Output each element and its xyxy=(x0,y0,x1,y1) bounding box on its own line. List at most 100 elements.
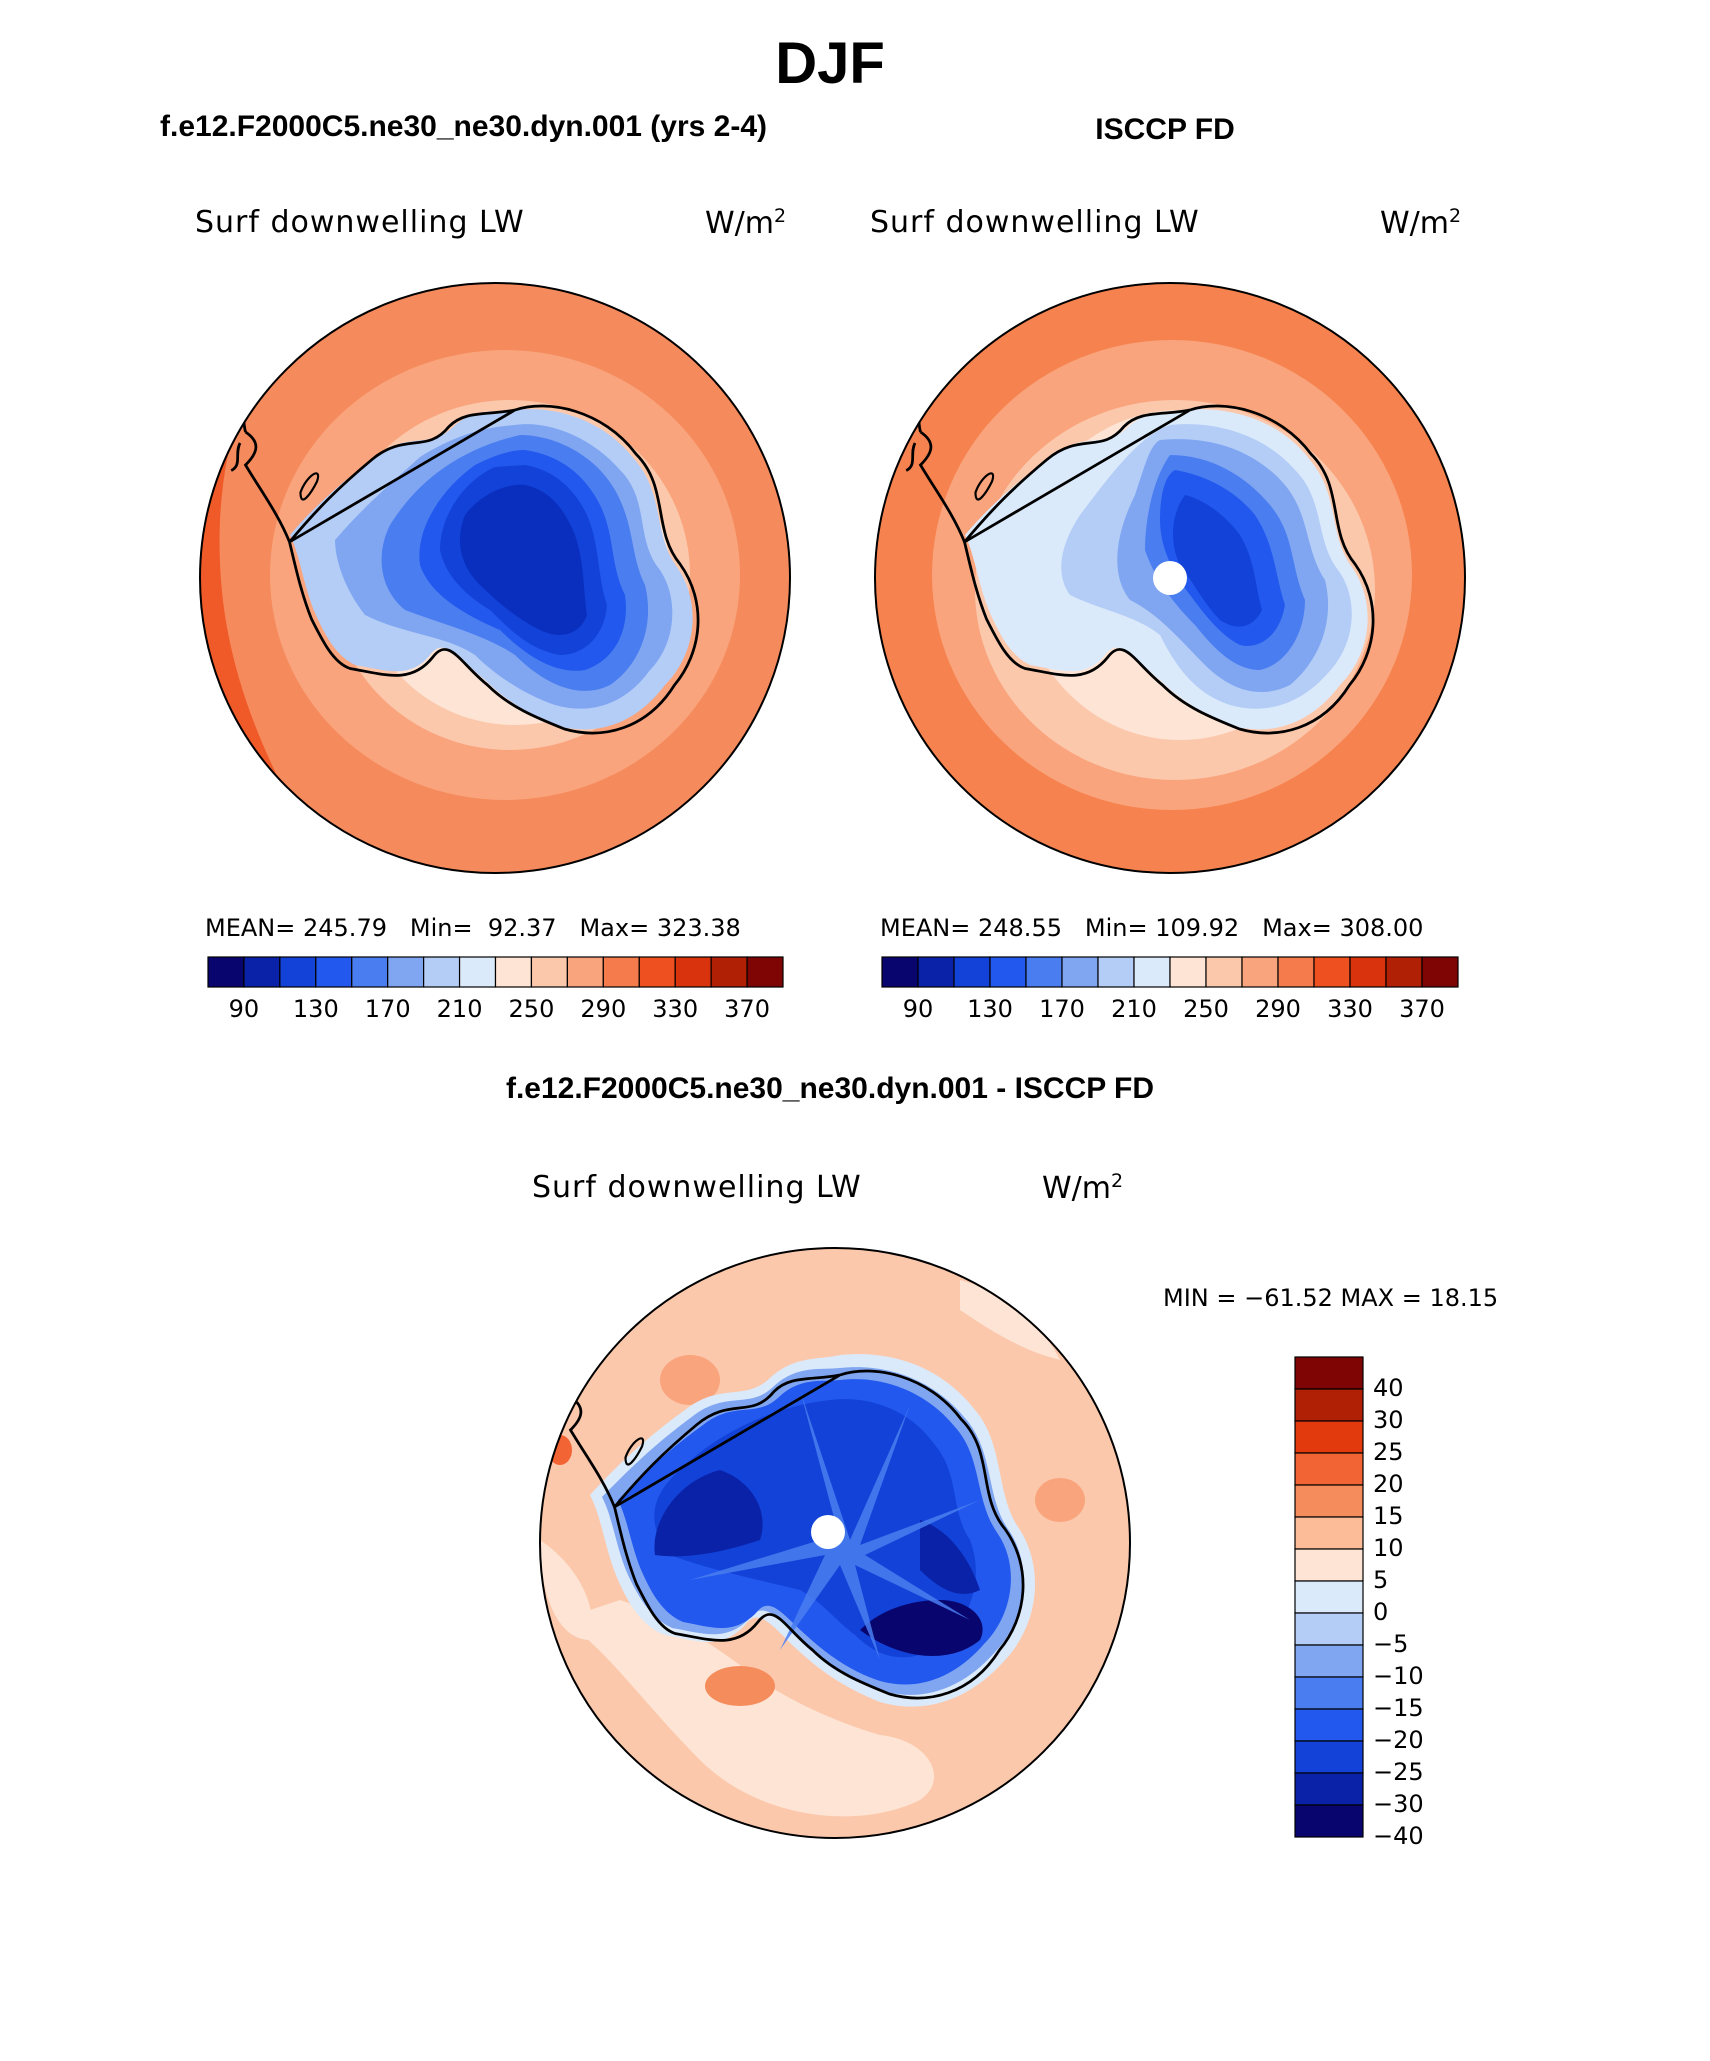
diff-colorbar-swatch xyxy=(1294,1580,1364,1614)
diff-field-label: Surf downwelling LW xyxy=(532,1170,862,1205)
obs-units: W/m2 xyxy=(1380,205,1462,241)
diff-colorbar-swatch xyxy=(1294,1740,1364,1774)
model-colorbar-tick-label: 290 xyxy=(580,995,627,1023)
model-colorbar-tick-label: 170 xyxy=(364,995,411,1023)
obs-map-border xyxy=(874,282,1466,874)
diff-colorbar-swatch xyxy=(1294,1420,1364,1454)
model-colorbar-swatch xyxy=(566,956,604,988)
diff-colorbar-tick-label: 0 xyxy=(1373,1598,1389,1626)
obs-colorbar-swatch xyxy=(1097,956,1135,988)
diff-colorbar-swatch xyxy=(1294,1484,1364,1518)
diff-map xyxy=(540,1248,1130,1838)
diff-colorbar-tick-label: 15 xyxy=(1373,1502,1404,1530)
model-colorbar-swatch xyxy=(207,956,245,988)
obs-colorbar-swatch xyxy=(1061,956,1099,988)
obs-map xyxy=(875,283,1465,873)
diff-colorbar-swatch xyxy=(1294,1804,1364,1838)
obs-field-label: Surf downwelling LW xyxy=(870,205,1200,240)
model-colorbar-swatch xyxy=(494,956,533,988)
obs-colorbar-swatch xyxy=(989,956,1027,988)
diff-map-border xyxy=(539,1247,1131,1839)
model-colorbar-swatch xyxy=(710,956,748,988)
diff-colorbar-tick-label: 40 xyxy=(1373,1374,1404,1402)
diff-colorbar-swatch xyxy=(1294,1548,1364,1582)
diff-colorbar-swatch xyxy=(1294,1388,1364,1422)
diff-colorbar-swatch xyxy=(1294,1708,1364,1742)
obs-colorbar-swatch xyxy=(1205,956,1243,988)
diff-colorbar-tick-label: 25 xyxy=(1373,1438,1404,1466)
model-colorbar-swatch xyxy=(674,956,712,988)
obs-colorbar-tick-label: 330 xyxy=(1327,995,1373,1023)
diff-colorbar-tick-label: −25 xyxy=(1373,1758,1424,1786)
obs-colorbar-swatch xyxy=(1349,956,1387,988)
model-colorbar-swatch xyxy=(746,956,784,988)
obs-colorbar-swatch xyxy=(881,956,919,988)
model-colorbar-swatch xyxy=(458,956,497,988)
model-case-title: f.e12.F2000C5.ne30_ne30.dyn.001 (yrs 2-4… xyxy=(160,110,768,143)
model-units: W/m2 xyxy=(705,205,787,241)
diff-colorbar-tick-label: 10 xyxy=(1373,1534,1404,1562)
model-colorbar-tick-label: 250 xyxy=(508,995,555,1023)
model-colorbar-swatch xyxy=(315,956,353,988)
model-map-border xyxy=(199,282,791,874)
diff-colorbar-tick-label: −5 xyxy=(1373,1630,1409,1658)
model-field-label: Surf downwelling LW xyxy=(195,205,525,240)
diff-colorbar-tick-label: 30 xyxy=(1373,1406,1404,1434)
obs-colorbar-swatch xyxy=(1277,956,1315,988)
model-colorbar-swatch xyxy=(387,956,425,988)
model-colorbar-tick-label: 330 xyxy=(652,995,699,1023)
diff-colorbar-tick-label: −30 xyxy=(1373,1790,1424,1818)
obs-colorbar-swatch xyxy=(953,956,991,988)
diff-colorbar-tick-label: −15 xyxy=(1373,1694,1424,1722)
diff-colorbar-tick-label: −10 xyxy=(1373,1662,1424,1690)
obs-colorbar-tick-label: 290 xyxy=(1255,995,1301,1023)
model-stats: MEAN= 245.79 Min= 92.37 Max= 323.38 xyxy=(205,914,741,942)
model-colorbar-swatch xyxy=(351,956,389,988)
model-colorbar-tick-label: 130 xyxy=(292,995,339,1023)
obs-colorbar-swatch xyxy=(1421,956,1459,988)
model-colorbar-swatch xyxy=(638,956,676,988)
obs-colorbar-swatch xyxy=(1385,956,1423,988)
model-colorbar-tick-label: 90 xyxy=(228,995,260,1023)
model-colorbar xyxy=(207,956,784,988)
model-colorbar-swatch xyxy=(423,956,461,988)
obs-colorbar-tick-label: 210 xyxy=(1111,995,1157,1023)
obs-colorbar xyxy=(881,956,1459,988)
obs-colorbar-tick-label: 370 xyxy=(1399,995,1445,1023)
model-colorbar-swatch xyxy=(602,956,640,988)
diff-colorbar-swatch xyxy=(1294,1612,1364,1646)
model-colorbar-swatch xyxy=(279,956,317,988)
obs-colorbar-swatch xyxy=(1241,956,1279,988)
diff-colorbar-tick-label: −20 xyxy=(1373,1726,1424,1754)
diff-colorbar-swatch xyxy=(1294,1516,1364,1550)
obs-colorbar-tick-label: 250 xyxy=(1183,995,1229,1023)
diff-colorbar-tick-label: 5 xyxy=(1373,1566,1389,1594)
model-colorbar-tick-label: 370 xyxy=(724,995,770,1023)
diff-colorbar-tick-label: −40 xyxy=(1373,1822,1424,1850)
diff-colorbar-swatch xyxy=(1294,1452,1364,1486)
obs-colorbar-swatch xyxy=(1133,956,1171,988)
main-title: DJF xyxy=(775,31,885,96)
difference-title: f.e12.F2000C5.ne30_ne30.dyn.001 - ISCCP … xyxy=(505,1072,1155,1105)
obs-colorbar-swatch xyxy=(1313,956,1351,988)
obs-colorbar-tick-label: 130 xyxy=(967,995,1013,1023)
obs-colorbar-swatch xyxy=(1169,956,1207,988)
model-colorbar-tick-label: 210 xyxy=(436,995,483,1023)
obs-colorbar-swatch xyxy=(917,956,955,988)
obs-colorbar-tick-label: 90 xyxy=(902,995,934,1023)
diff-colorbar-tick-label: 20 xyxy=(1373,1470,1404,1498)
obs-colorbar-tick-label: 170 xyxy=(1039,995,1085,1023)
diff-colorbar-swatch xyxy=(1294,1356,1364,1390)
diff-colorbar-swatch xyxy=(1294,1676,1364,1710)
diff-units: W/m2 xyxy=(1042,1170,1124,1206)
obs-stats: MEAN= 248.55 Min= 109.92 Max= 308.00 xyxy=(880,914,1424,942)
obs-colorbar-swatch xyxy=(1025,956,1063,988)
diff-colorbar-swatch xyxy=(1294,1644,1364,1678)
observation-title: ISCCP FD xyxy=(1095,113,1235,146)
model-colorbar-swatch xyxy=(530,956,568,988)
model-colorbar-swatch xyxy=(243,956,281,988)
diff-minmax: MIN = −61.52 MAX = 18.15 xyxy=(1163,1284,1499,1312)
model-map xyxy=(200,283,790,873)
diff-colorbar xyxy=(1294,1356,1364,1838)
